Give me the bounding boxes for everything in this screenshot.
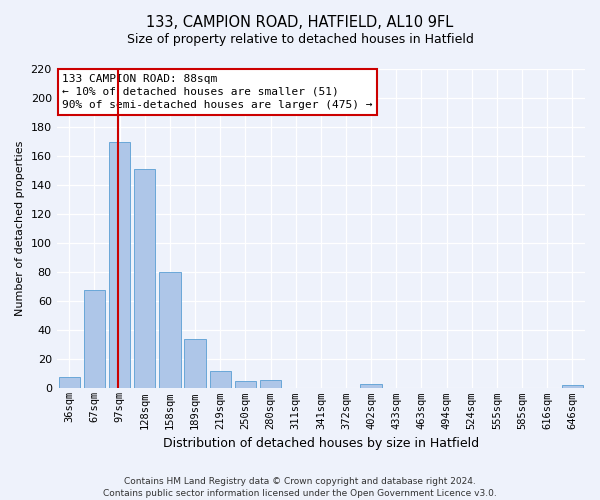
Text: Size of property relative to detached houses in Hatfield: Size of property relative to detached ho… <box>127 32 473 46</box>
Bar <box>134 169 155 388</box>
Bar <box>562 386 583 388</box>
Bar <box>260 380 281 388</box>
Bar <box>84 290 105 388</box>
X-axis label: Distribution of detached houses by size in Hatfield: Distribution of detached houses by size … <box>163 437 479 450</box>
Text: 133, CAMPION ROAD, HATFIELD, AL10 9FL: 133, CAMPION ROAD, HATFIELD, AL10 9FL <box>146 15 454 30</box>
Bar <box>159 272 181 388</box>
Bar <box>109 142 130 388</box>
Bar <box>184 339 206 388</box>
Y-axis label: Number of detached properties: Number of detached properties <box>15 141 25 316</box>
Bar <box>209 371 231 388</box>
Bar <box>361 384 382 388</box>
Text: Contains HM Land Registry data © Crown copyright and database right 2024.
Contai: Contains HM Land Registry data © Crown c… <box>103 476 497 498</box>
Text: 133 CAMPION ROAD: 88sqm
← 10% of detached houses are smaller (51)
90% of semi-de: 133 CAMPION ROAD: 88sqm ← 10% of detache… <box>62 74 373 110</box>
Bar <box>59 377 80 388</box>
Bar <box>235 381 256 388</box>
